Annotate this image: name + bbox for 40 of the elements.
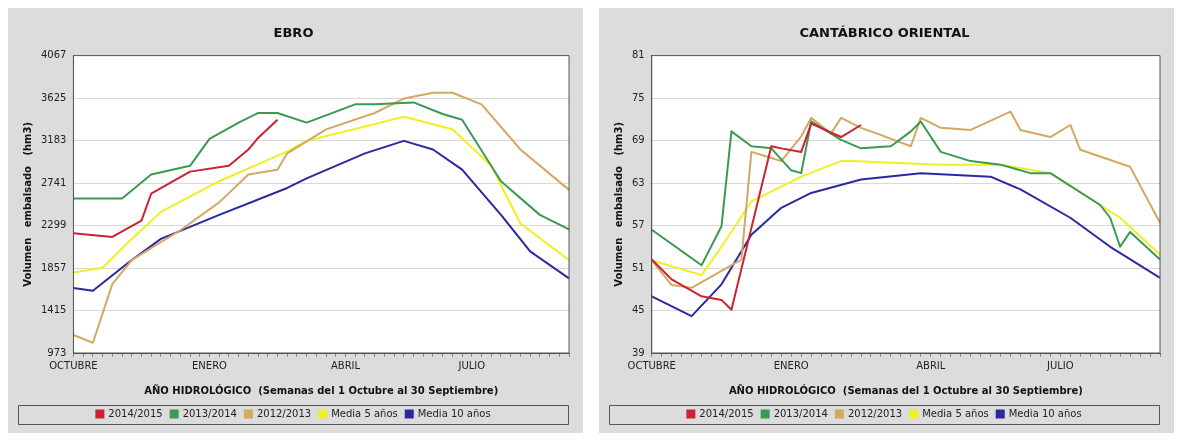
y-axis-title: Volumen embalsado (hm3) bbox=[21, 121, 33, 287]
x-tick-label: JULIO bbox=[1046, 359, 1074, 371]
x-tick-label: OCTUBRE bbox=[49, 359, 98, 371]
x-tick-label: OCTUBRE bbox=[627, 359, 676, 371]
y-tick-label: 69 bbox=[631, 134, 645, 146]
legend-label: 2012/2013 bbox=[847, 407, 903, 419]
legend-label: 2013/2014 bbox=[182, 407, 237, 419]
legend-label: Media 10 años bbox=[1008, 407, 1082, 419]
x-tick-label: ENERO bbox=[773, 359, 809, 371]
y-tick-label: 3625 bbox=[41, 91, 67, 103]
x-axis-title: AÑO HIDROLÓGICO (Semanas del 1 Octubre al 30 Septiembre) bbox=[728, 383, 1083, 396]
y-tick-label: 81 bbox=[631, 49, 645, 61]
y-tick-label: 51 bbox=[631, 261, 645, 273]
chart-title: EBRO bbox=[273, 25, 314, 41]
y-tick-label: 63 bbox=[631, 176, 645, 188]
y-tick-label: 75 bbox=[631, 91, 645, 103]
y-tick-label: 973 bbox=[47, 346, 67, 358]
y-tick-label: 2741 bbox=[41, 176, 67, 188]
y-tick-label: 57 bbox=[631, 219, 645, 231]
legend-label: 2014/2015 bbox=[699, 407, 754, 419]
chart-title: CANTÁBRICO ORIENTAL bbox=[799, 25, 970, 41]
y-tick-label: 39 bbox=[631, 346, 645, 358]
legend-label: Media 5 años bbox=[331, 407, 398, 419]
x-tick-label: ABRIL bbox=[330, 359, 361, 371]
legend-label: 2013/2014 bbox=[773, 407, 828, 419]
y-tick-label: 2299 bbox=[41, 219, 67, 231]
y-tick-label: 3183 bbox=[41, 134, 67, 146]
x-tick-label: ABRIL bbox=[916, 359, 946, 371]
y-tick-label: 1415 bbox=[41, 304, 67, 316]
legend-label: 2012/2013 bbox=[256, 407, 312, 419]
legend-label: Media 5 años bbox=[922, 407, 989, 419]
y-tick-label: 1857 bbox=[41, 261, 67, 273]
legend-label: Media 10 años bbox=[417, 407, 491, 419]
x-axis-title: AÑO HIDROLÓGICO (Semanas del 1 Octubre al 30 Septiembre) bbox=[144, 383, 499, 396]
x-tick-label: JULIO bbox=[457, 359, 486, 371]
y-tick-label: 45 bbox=[631, 304, 645, 316]
legend-label: 2014/2015 bbox=[108, 407, 163, 419]
x-tick-label: ENERO bbox=[192, 359, 228, 371]
y-axis-title: Volumen embalsado (hm3) bbox=[612, 121, 624, 287]
y-tick-label: 4067 bbox=[41, 49, 67, 61]
